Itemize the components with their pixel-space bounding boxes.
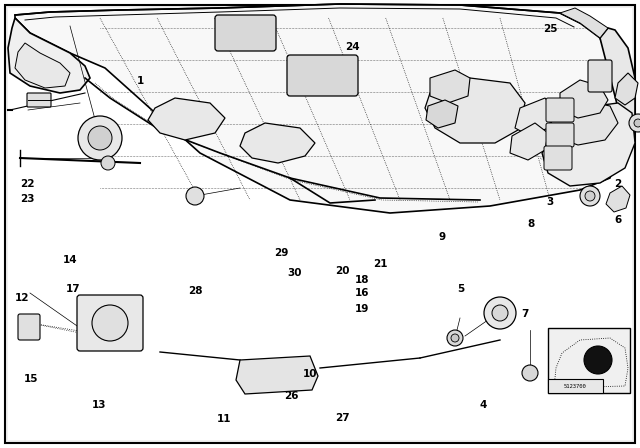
Circle shape (101, 156, 115, 170)
Text: 15: 15 (24, 374, 38, 383)
Text: 24: 24 (345, 42, 359, 52)
Text: 27: 27 (335, 413, 349, 422)
FancyBboxPatch shape (546, 98, 574, 122)
FancyBboxPatch shape (77, 295, 143, 351)
Circle shape (484, 297, 516, 329)
Text: 19: 19 (355, 304, 369, 314)
Circle shape (186, 187, 204, 205)
Circle shape (92, 305, 128, 341)
Polygon shape (15, 4, 620, 213)
Polygon shape (600, 28, 635, 153)
Text: 2: 2 (614, 179, 621, 189)
Circle shape (580, 186, 600, 206)
Text: 9: 9 (438, 233, 445, 242)
Circle shape (78, 116, 122, 160)
Circle shape (585, 191, 595, 201)
Polygon shape (560, 80, 608, 118)
Text: 5: 5 (457, 284, 465, 294)
Text: 29: 29 (275, 248, 289, 258)
Circle shape (629, 114, 640, 132)
Text: 23: 23 (20, 194, 35, 204)
Polygon shape (510, 123, 548, 160)
Circle shape (634, 119, 640, 127)
Text: 7: 7 (521, 309, 529, 319)
Text: 3: 3 (547, 197, 554, 207)
Text: 12: 12 (15, 293, 29, 303)
FancyBboxPatch shape (215, 15, 276, 51)
Polygon shape (554, 338, 628, 388)
Polygon shape (430, 70, 470, 103)
Text: 11: 11 (217, 414, 231, 424)
Text: 14: 14 (63, 255, 77, 265)
Text: 28: 28 (188, 286, 202, 296)
Circle shape (447, 330, 463, 346)
FancyBboxPatch shape (27, 93, 51, 107)
Circle shape (88, 126, 112, 150)
Polygon shape (606, 186, 630, 212)
Polygon shape (615, 73, 638, 105)
Text: 22: 22 (20, 179, 35, 189)
Text: 16: 16 (355, 289, 369, 298)
FancyBboxPatch shape (588, 60, 612, 92)
Bar (548, 328, 630, 393)
Polygon shape (148, 98, 225, 140)
Text: 26: 26 (284, 392, 298, 401)
FancyBboxPatch shape (18, 314, 40, 340)
Text: 18: 18 (355, 275, 369, 285)
Text: 5123700: 5123700 (564, 383, 586, 388)
Circle shape (584, 346, 612, 374)
Text: 6: 6 (614, 215, 621, 224)
Text: 21: 21 (374, 259, 388, 269)
Text: 17: 17 (67, 284, 81, 294)
Text: 25: 25 (543, 24, 557, 34)
Bar (548, 379, 603, 393)
Text: 8: 8 (527, 219, 535, 229)
Text: 1: 1 (137, 76, 145, 86)
Polygon shape (236, 356, 318, 394)
Circle shape (451, 334, 459, 342)
Circle shape (492, 305, 508, 321)
Polygon shape (515, 98, 555, 136)
FancyBboxPatch shape (544, 146, 572, 170)
Polygon shape (425, 78, 525, 143)
Text: 4: 4 (479, 401, 487, 410)
Polygon shape (240, 123, 315, 163)
Text: 30: 30 (287, 268, 301, 278)
Polygon shape (15, 43, 70, 88)
Polygon shape (560, 8, 608, 38)
Polygon shape (542, 103, 635, 186)
FancyBboxPatch shape (546, 123, 574, 147)
Text: 20: 20 (335, 266, 349, 276)
Polygon shape (550, 100, 618, 145)
Text: 13: 13 (92, 401, 106, 410)
FancyBboxPatch shape (287, 55, 358, 96)
Text: 10: 10 (303, 369, 317, 379)
Polygon shape (8, 18, 90, 93)
Circle shape (522, 365, 538, 381)
Polygon shape (426, 100, 458, 128)
